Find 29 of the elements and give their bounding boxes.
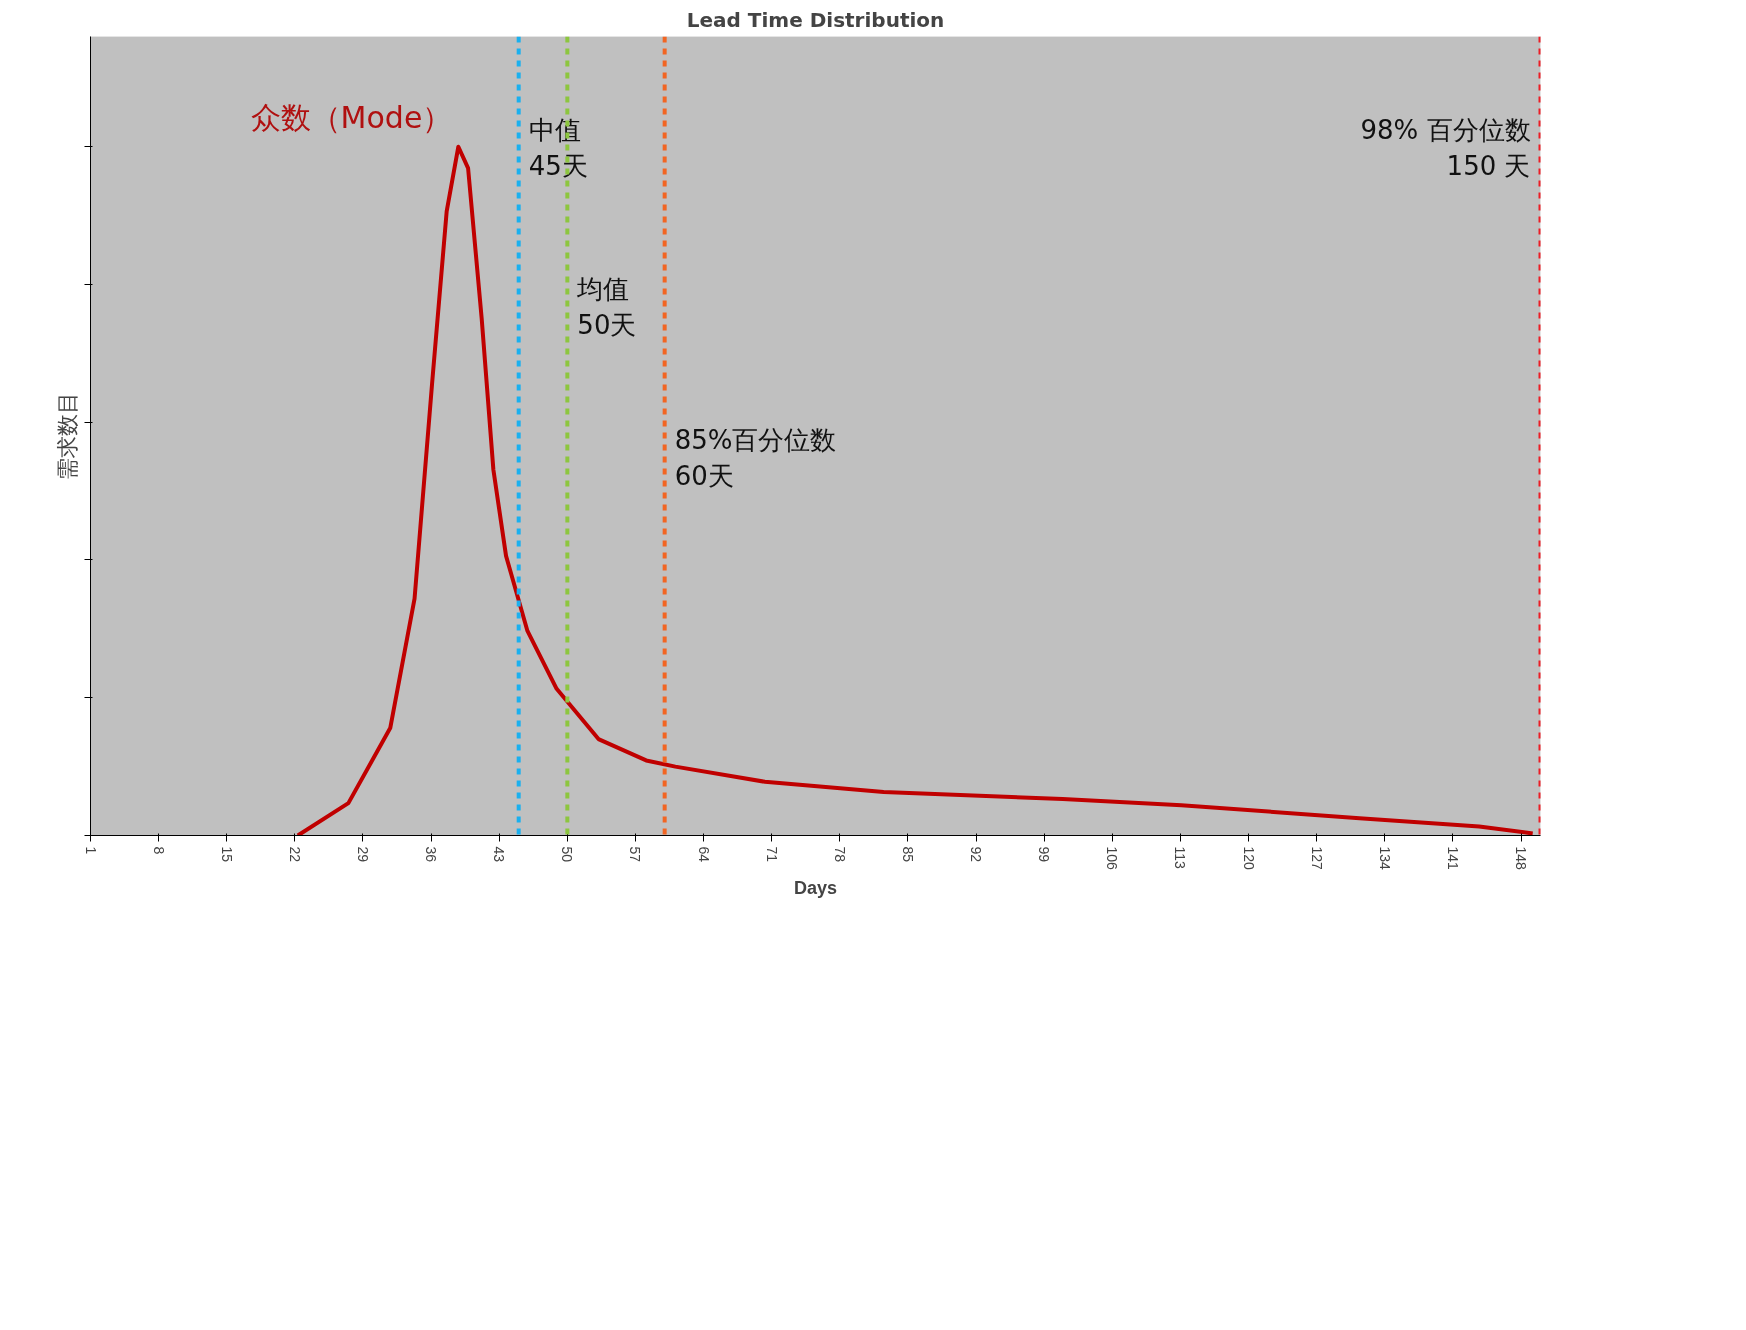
x-tick-label: 92 <box>968 846 985 863</box>
x-tick-label: 57 <box>627 846 644 863</box>
x-tick-label: 22 <box>286 846 303 863</box>
x-tick-label: 78 <box>831 846 848 863</box>
x-tick-label: 134 <box>1376 846 1393 871</box>
y-axis-title: 需求数目 <box>54 392 80 480</box>
x-tick-label: 71 <box>763 846 780 863</box>
x-tick-label: 29 <box>354 846 371 863</box>
x-tick-label: 141 <box>1444 846 1461 871</box>
x-tick-label: 15 <box>218 846 235 863</box>
ref-line-label: 85%百分位数 60天 <box>674 425 837 492</box>
chart-title: Lead Time Distribution <box>686 7 945 32</box>
x-tick-label: 113 <box>1172 846 1189 870</box>
x-axis-title: Days <box>793 877 838 898</box>
x-tick-label: 43 <box>491 846 508 863</box>
x-tick-label: 1 <box>82 846 99 855</box>
x-tick-label: 85 <box>899 846 916 863</box>
x-tick-label: 8 <box>150 846 167 855</box>
x-tick-label: 50 <box>559 846 576 863</box>
ref-line-label: 均值 50天 <box>576 273 637 340</box>
x-tick-label: 120 <box>1240 846 1257 871</box>
x-tick-label: 36 <box>423 846 440 863</box>
x-tick-label: 106 <box>1104 846 1121 871</box>
x-tick-label: 148 <box>1513 846 1530 871</box>
x-tick-label: 99 <box>1036 846 1053 863</box>
x-tick-label: 127 <box>1308 846 1325 871</box>
x-tick-label: 64 <box>695 846 712 863</box>
annotation: 众数（Mode） <box>250 99 453 135</box>
ref-line-label: 98% 百分位数 150 天 <box>1360 115 1531 182</box>
